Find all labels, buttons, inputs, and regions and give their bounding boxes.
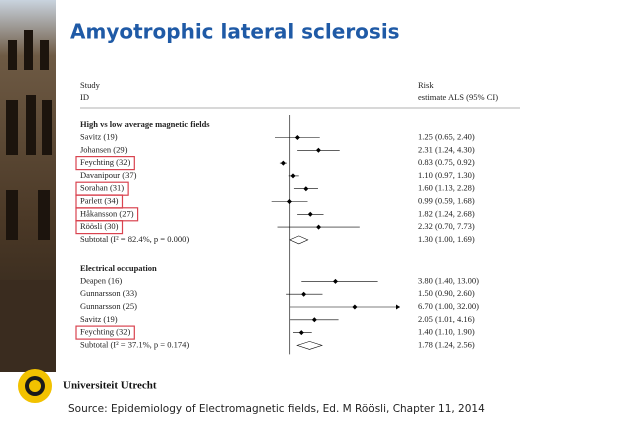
estimate-point — [298, 330, 304, 336]
estimate-label: 0.99 (0.59, 1.68) — [418, 195, 475, 205]
logo — [18, 369, 52, 403]
study-label: Deapen (16) — [80, 275, 122, 285]
study-label: Feychting (32) — [80, 327, 130, 337]
subtotal-estimate: 1.30 (1.00, 1.69) — [418, 234, 475, 244]
estimate-label: 1.60 (1.13, 2.28) — [418, 183, 475, 193]
estimate-label: 2.32 (0.70, 7.73) — [418, 221, 475, 231]
tower-photo — [0, 0, 56, 372]
subtotal-diamond — [296, 341, 323, 350]
estimate-label: 1.10 (0.97, 1.30) — [418, 170, 475, 180]
estimate-label: 3.80 (1.40, 13.00) — [418, 275, 479, 285]
subtotal-label: Subtotal (I² = 37.1%, p = 0.174) — [80, 339, 189, 349]
estimate-label: 1.25 (0.65, 2.40) — [418, 131, 475, 141]
estimate-label: 6.70 (1.00, 32.00) — [418, 301, 479, 311]
column-header: ID — [80, 92, 89, 102]
study-label: Sorahan (31) — [80, 183, 124, 193]
estimate-label: 2.31 (1.24, 4.30) — [418, 144, 475, 154]
estimate-point — [303, 186, 309, 192]
study-label: Savitz (19) — [80, 314, 118, 324]
estimate-point — [352, 304, 358, 310]
estimate-point — [332, 278, 338, 284]
estimate-point — [286, 199, 292, 204]
slide-title: Amyotrophic lateral sclerosis — [70, 20, 400, 44]
group-heading: High vs low average magnetic fields — [80, 119, 210, 129]
highlight-box — [75, 220, 124, 235]
study-label: Feychting (32) — [80, 157, 130, 167]
subtotal-estimate: 1.78 (1.24, 2.56) — [418, 339, 475, 349]
column-header: estimate ALS (95% CI) — [418, 92, 498, 102]
institution: Universiteit Utrecht — [63, 380, 157, 392]
subtotal-diamond — [289, 235, 309, 245]
highlight-box — [75, 156, 135, 171]
study-label: Gunnarsson (33) — [80, 288, 137, 298]
estimate-point — [316, 224, 322, 230]
highlight-box — [75, 325, 135, 340]
estimate-point — [280, 160, 286, 166]
group-heading: Electrical occupation — [80, 263, 157, 273]
study-label: Röösli (30) — [80, 221, 119, 231]
estimate-label: 0.83 (0.75, 0.92) — [418, 157, 475, 167]
column-header: Study — [80, 80, 101, 90]
estimate-point — [301, 291, 307, 297]
study-label: Gunnarsson (25) — [80, 301, 137, 311]
column-header: Risk — [418, 80, 434, 90]
estimate-label: 1.82 (1.24, 2.68) — [418, 208, 475, 218]
subtotal-label: Subtotal (I² = 82.4%, p = 0.000) — [80, 234, 189, 244]
source: Source: Epidemiology of Electromagnetic … — [68, 403, 485, 415]
estimate-label: 1.40 (1.10, 1.90) — [418, 327, 475, 337]
ci-arrow — [396, 304, 400, 310]
estimate-point — [311, 317, 317, 323]
estimate-label: 2.05 (1.01, 4.16) — [418, 314, 475, 324]
estimate-point — [315, 147, 321, 153]
study-label: Davanipour (37) — [80, 170, 137, 180]
estimate-point — [294, 135, 300, 140]
estimate-point — [290, 173, 296, 179]
estimate-label: 1.50 (0.90, 2.60) — [418, 288, 475, 298]
study-label: Håkansson (27) — [80, 208, 134, 218]
study-label: Parlett (34) — [80, 195, 119, 205]
estimate-point — [307, 211, 313, 217]
study-label: Johansen (29) — [80, 144, 128, 154]
study-label: Savitz (19) — [80, 131, 118, 141]
